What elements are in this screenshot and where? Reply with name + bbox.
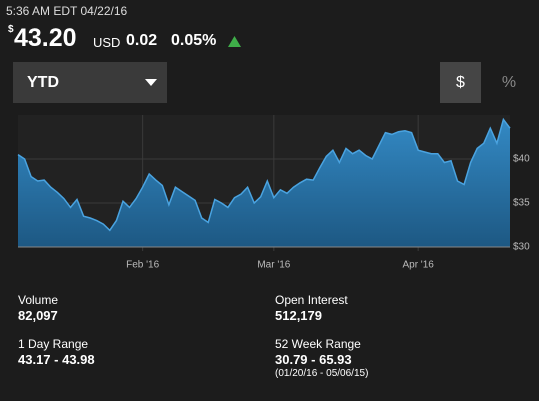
x-tick-label: Apr '16 <box>402 260 434 271</box>
stat-value: 43.17 - 43.98 <box>18 352 95 367</box>
stat-value: 512,179 <box>275 308 322 323</box>
currency: USD <box>93 35 121 50</box>
stat-value: 30.79 - 65.93 <box>275 352 352 367</box>
up-arrow <box>228 36 241 47</box>
y-tick-label: $35 <box>513 198 530 209</box>
percent-button[interactable]: % <box>501 74 517 91</box>
x-tick-label: Feb '16 <box>126 260 159 271</box>
line <box>17 117 511 232</box>
currency-symbol: $ <box>8 24 14 35</box>
stat-label: Volume <box>18 293 59 307</box>
y-tick-label: $40 <box>513 154 530 165</box>
dollar-button[interactable]: $ <box>440 62 481 103</box>
change: 0.02 <box>126 32 158 49</box>
chart: $30 $35 $40 Feb '16 Mar '16 Apr '16 <box>17 115 530 271</box>
stat-label: 1 Day Range <box>18 337 89 351</box>
change-percent: 0.05% <box>171 32 217 49</box>
x-tick-label: Mar '16 <box>257 260 290 271</box>
price: 43.20 <box>14 24 77 52</box>
range-dropdown[interactable]: YTD <box>13 62 167 103</box>
area <box>18 119 510 247</box>
y-tick-label: $30 <box>513 242 530 253</box>
stat-label: 52 Week Range <box>275 337 361 351</box>
stat-note: (01/20/16 - 05/06/15) <box>275 368 369 379</box>
dropdown-caret <box>145 79 157 86</box>
range-label: YTD <box>27 74 59 91</box>
timestamp: 5:36 AM EDT 04/22/16 <box>6 4 128 18</box>
stat-value: 82,097 <box>18 308 58 323</box>
stat-label: Open Interest <box>275 293 348 307</box>
